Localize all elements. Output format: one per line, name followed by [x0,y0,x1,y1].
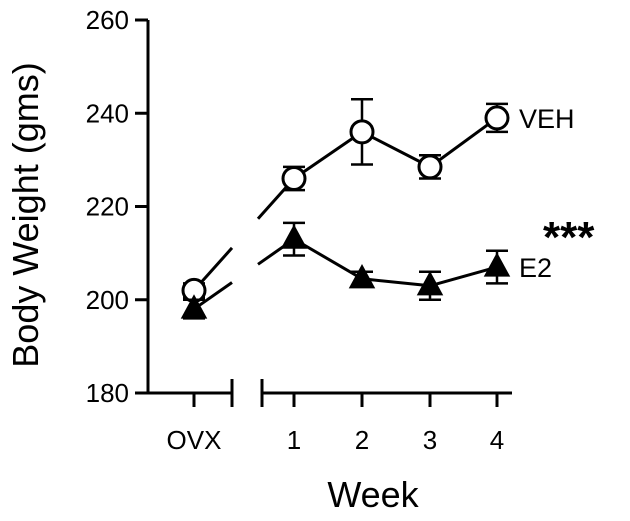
data-point [483,252,511,277]
series-e2: E2 [180,221,552,320]
x-tick-label-4: 4 [490,425,504,455]
series-line-segment [193,281,233,311]
y-axis-title: Body Weight (gms) [5,62,46,367]
tick-labels: 180 200 220 240 260 OVX 1 2 3 4 [86,5,505,455]
y-tick-label-220: 220 [86,192,129,222]
plot-marks: VEH E2*** [180,98,595,320]
data-point [349,119,375,145]
y-tick-label-200: 200 [86,285,129,315]
x-axis-title: Week [327,474,419,515]
y-tick-label-180: 180 [86,378,129,408]
data-point [348,264,376,289]
x-tick-label-OVX: OVX [167,425,222,455]
series-line-segment [293,130,363,180]
series-line-segment [429,116,498,169]
axes [135,18,512,407]
x-tick-label-2: 2 [355,425,369,455]
data-point [417,154,443,180]
data-point [416,270,444,296]
series-line-segment [429,265,498,288]
series-label: VEH [519,104,575,134]
series-line-segment [361,277,431,288]
data-point [281,166,307,192]
x-tick-label-1: 1 [287,425,301,455]
y-tick-label-240: 240 [86,98,129,128]
data-point [484,105,510,131]
series-veh: VEH [181,98,575,303]
series-label: E2 [519,253,552,283]
significance-marker: *** [543,213,595,262]
series-line-segment [361,130,431,169]
x-tick-label-3: 3 [423,425,437,455]
data-point [280,224,308,249]
y-tick-label-260: 260 [86,5,129,35]
data-point [180,294,208,319]
